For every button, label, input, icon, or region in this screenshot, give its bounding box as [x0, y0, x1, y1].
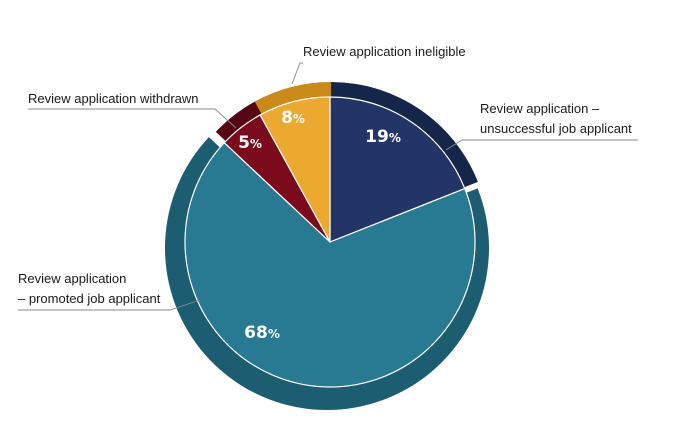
slice-label-1-line-1: – promoted job applicant [18, 291, 161, 306]
slice-value-label-2: 5% [238, 133, 262, 153]
leader-line-3 [291, 62, 303, 85]
slice-value-label-0: 19% [365, 127, 401, 147]
leader-line-1 [18, 299, 201, 311]
pie-slice-0 [329, 96, 466, 243]
leader-line-2 [28, 108, 237, 129]
slice-label-2-line-0: Review application withdrawn [28, 91, 199, 106]
slice-value-label-1: 68% [244, 323, 280, 343]
pie-slices [184, 96, 476, 388]
percentage-labels: 19% 68% 5% 8% [238, 108, 401, 343]
slice-label-0-line-0: Review application – [480, 101, 600, 116]
slice-label-1-line-0: Review application [18, 271, 126, 286]
slice-label-0-line-1: unsuccessful job applicant [480, 121, 632, 136]
pie-slice-1 [184, 142, 476, 388]
slice-labels: Review application – unsuccessful job app… [18, 44, 632, 306]
leader-line-0 [445, 139, 638, 151]
leader-lines [18, 62, 638, 311]
pie-slice-3 [259, 96, 331, 243]
slice-label-3-line-0: Review application ineligible [303, 44, 466, 59]
slice-value-label-3: 8% [281, 108, 305, 128]
